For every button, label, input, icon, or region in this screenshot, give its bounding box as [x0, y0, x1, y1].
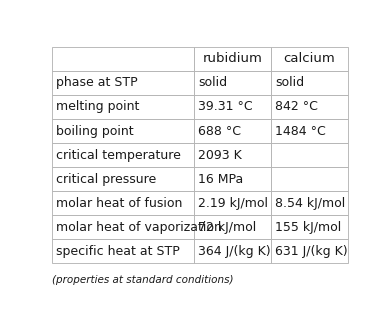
Bar	[271, 167, 348, 191]
Bar	[52, 119, 194, 143]
Text: 688 °C: 688 °C	[199, 125, 241, 137]
Bar	[194, 191, 271, 215]
Bar	[271, 95, 348, 119]
Bar	[194, 239, 271, 263]
Bar	[52, 239, 194, 263]
Bar	[271, 215, 348, 239]
Text: 2.19 kJ/mol: 2.19 kJ/mol	[199, 197, 268, 210]
Bar	[194, 95, 271, 119]
Bar	[194, 47, 271, 71]
Text: critical pressure: critical pressure	[56, 173, 156, 186]
Text: 72 kJ/mol: 72 kJ/mol	[199, 221, 257, 234]
Text: 842 °C: 842 °C	[275, 100, 318, 113]
Text: 2093 K: 2093 K	[199, 148, 242, 162]
Text: 39.31 °C: 39.31 °C	[199, 100, 253, 113]
Bar	[52, 71, 194, 95]
Text: calcium: calcium	[284, 52, 335, 65]
Text: solid: solid	[275, 77, 305, 89]
Bar	[194, 215, 271, 239]
Text: 631 J/(kg K): 631 J/(kg K)	[275, 245, 348, 258]
Bar	[271, 191, 348, 215]
Text: solid: solid	[199, 77, 228, 89]
Text: 8.54 kJ/mol: 8.54 kJ/mol	[275, 197, 346, 210]
Text: (properties at standard conditions): (properties at standard conditions)	[52, 275, 233, 285]
Bar	[271, 119, 348, 143]
Bar	[52, 47, 194, 71]
Text: 1484 °C: 1484 °C	[275, 125, 326, 137]
Text: rubidium: rubidium	[202, 52, 262, 65]
Bar	[52, 95, 194, 119]
Text: phase at STP: phase at STP	[56, 77, 138, 89]
Text: melting point: melting point	[56, 100, 140, 113]
Bar	[194, 71, 271, 95]
Text: 155 kJ/mol: 155 kJ/mol	[275, 221, 342, 234]
Bar	[194, 167, 271, 191]
Bar	[194, 119, 271, 143]
Text: molar heat of vaporization: molar heat of vaporization	[56, 221, 222, 234]
Bar	[271, 143, 348, 167]
Bar	[271, 47, 348, 71]
Bar	[271, 239, 348, 263]
Bar	[52, 215, 194, 239]
Bar	[52, 143, 194, 167]
Text: critical temperature: critical temperature	[56, 148, 181, 162]
Bar	[52, 167, 194, 191]
Text: boiling point: boiling point	[56, 125, 134, 137]
Text: 364 J/(kg K): 364 J/(kg K)	[199, 245, 271, 258]
Bar	[52, 191, 194, 215]
Text: molar heat of fusion: molar heat of fusion	[56, 197, 183, 210]
Bar	[194, 143, 271, 167]
Text: specific heat at STP: specific heat at STP	[56, 245, 180, 258]
Text: 16 MPa: 16 MPa	[199, 173, 244, 186]
Bar	[271, 71, 348, 95]
